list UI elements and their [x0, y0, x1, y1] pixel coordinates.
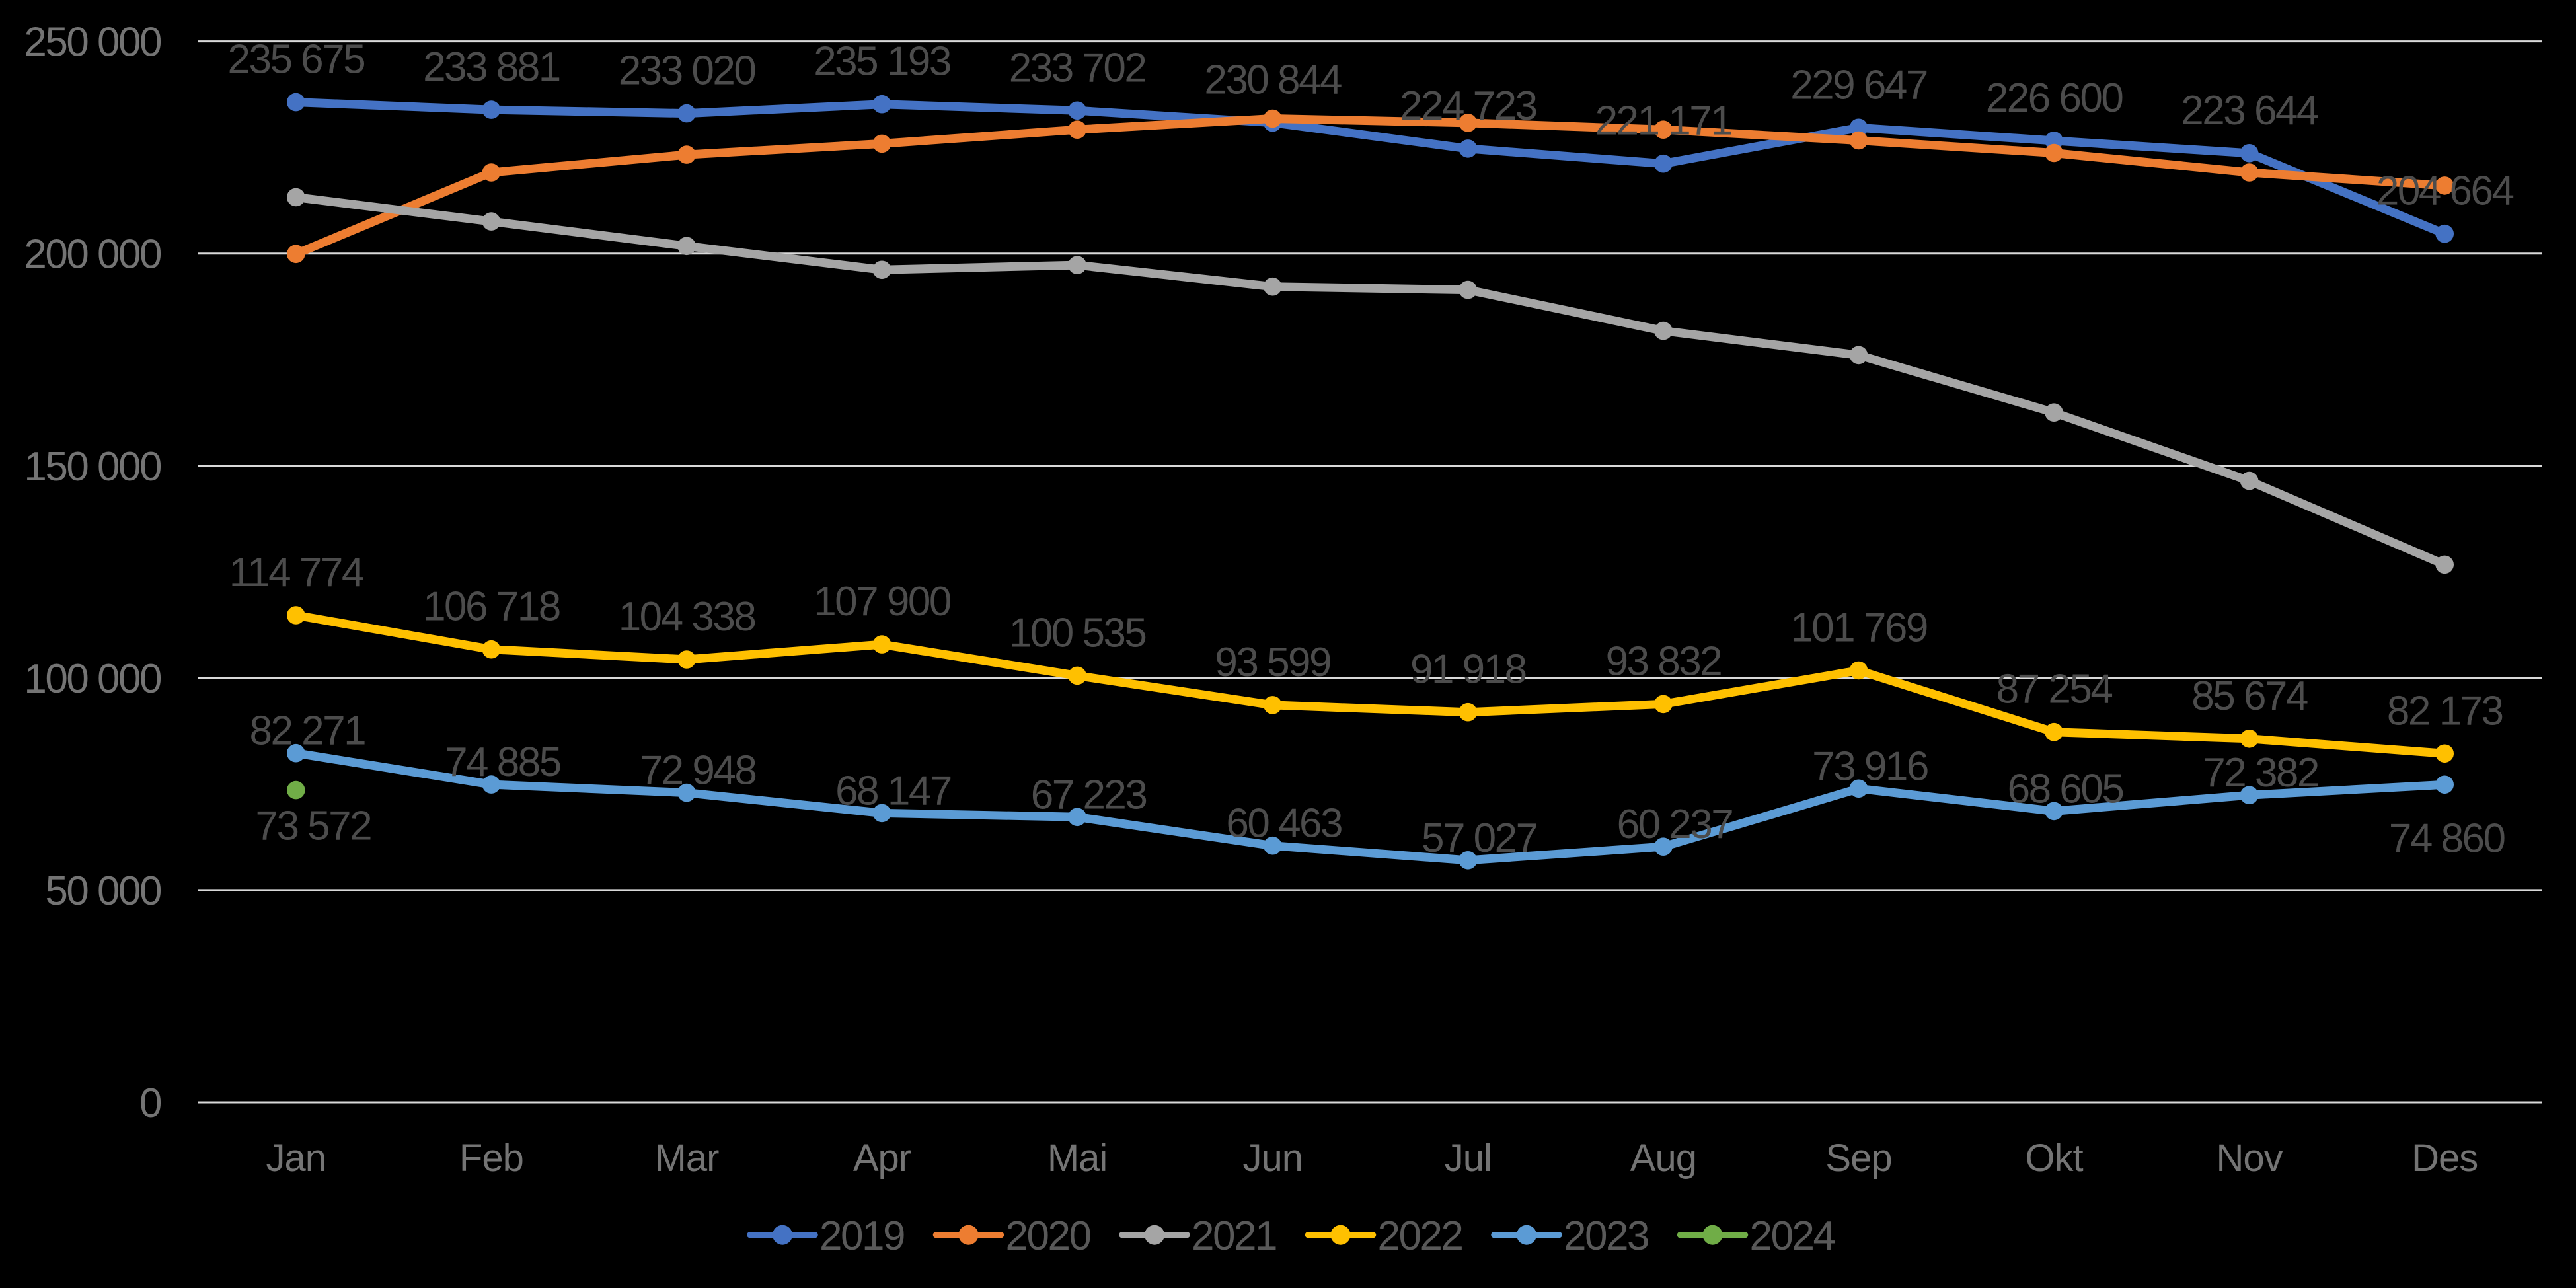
svg-text:Jan: Jan	[266, 1137, 326, 1180]
svg-text:93 599: 93 599	[1215, 640, 1330, 685]
svg-text:93 832: 93 832	[1606, 638, 1722, 684]
svg-text:Okt: Okt	[2025, 1137, 2083, 1180]
svg-text:2021: 2021	[1192, 1213, 1276, 1259]
svg-text:67 223: 67 223	[1031, 772, 1147, 817]
svg-text:87 254: 87 254	[1996, 667, 2113, 712]
svg-text:91 918: 91 918	[1410, 647, 1526, 693]
svg-text:82 173: 82 173	[2387, 688, 2503, 734]
svg-text:Nov: Nov	[2216, 1137, 2283, 1180]
svg-text:106 718: 106 718	[423, 584, 560, 630]
svg-text:Mai: Mai	[1047, 1137, 1107, 1180]
svg-text:57 027: 57 027	[1421, 815, 1537, 861]
svg-text:2020: 2020	[1006, 1213, 1091, 1259]
svg-text:Sep: Sep	[1825, 1137, 1891, 1180]
svg-text:250 000: 250 000	[24, 20, 161, 65]
svg-text:2024: 2024	[1750, 1213, 1835, 1259]
svg-text:221 171: 221 171	[1595, 98, 1732, 144]
svg-text:73 916: 73 916	[1812, 743, 1928, 789]
svg-text:233 020: 233 020	[619, 48, 756, 94]
svg-text:Mar: Mar	[655, 1137, 720, 1180]
svg-text:Aug: Aug	[1630, 1137, 1696, 1180]
svg-text:233 702: 233 702	[1009, 45, 1146, 91]
svg-text:72 382: 72 382	[2203, 750, 2318, 796]
svg-text:223 644: 223 644	[2181, 88, 2318, 133]
svg-text:101 769: 101 769	[1790, 605, 1927, 651]
svg-text:100 000: 100 000	[24, 656, 161, 702]
svg-text:230 844: 230 844	[1204, 57, 1342, 103]
svg-text:Jun: Jun	[1242, 1137, 1303, 1180]
svg-text:200 000: 200 000	[24, 232, 161, 278]
svg-text:Des: Des	[2411, 1137, 2478, 1180]
svg-text:82 271: 82 271	[249, 708, 365, 754]
svg-text:68 147: 68 147	[835, 768, 951, 814]
svg-text:60 463: 60 463	[1226, 801, 1342, 847]
svg-text:68 605: 68 605	[2008, 766, 2123, 812]
svg-text:2023: 2023	[1564, 1213, 1648, 1259]
svg-text:204 664: 204 664	[2376, 169, 2514, 214]
svg-text:Feb: Feb	[459, 1137, 523, 1180]
svg-text:224 723: 224 723	[1400, 83, 1536, 129]
svg-text:Jul: Jul	[1445, 1137, 1492, 1180]
svg-text:0: 0	[139, 1080, 161, 1126]
svg-text:85 674: 85 674	[2191, 673, 2308, 719]
svg-text:Apr: Apr	[853, 1137, 911, 1180]
svg-text:100 535: 100 535	[1009, 610, 1146, 656]
svg-text:235 675: 235 675	[227, 37, 364, 83]
svg-text:235 193: 235 193	[814, 39, 950, 85]
svg-text:74 860: 74 860	[2389, 815, 2505, 861]
svg-text:114 774: 114 774	[229, 550, 363, 595]
svg-text:226 600: 226 600	[1986, 75, 2123, 121]
svg-text:72 948: 72 948	[640, 748, 756, 794]
svg-text:50 000: 50 000	[45, 868, 161, 914]
svg-text:2022: 2022	[1378, 1213, 1462, 1259]
svg-text:233 881: 233 881	[423, 44, 560, 90]
svg-text:107 900: 107 900	[814, 579, 951, 625]
svg-text:60 237: 60 237	[1617, 802, 1733, 847]
svg-text:104 338: 104 338	[619, 594, 755, 640]
svg-text:74 885: 74 885	[445, 739, 560, 785]
svg-text:150 000: 150 000	[24, 444, 161, 490]
svg-text:2019: 2019	[819, 1213, 904, 1259]
svg-text:229 647: 229 647	[1790, 62, 1927, 108]
svg-text:73 572: 73 572	[255, 804, 371, 849]
